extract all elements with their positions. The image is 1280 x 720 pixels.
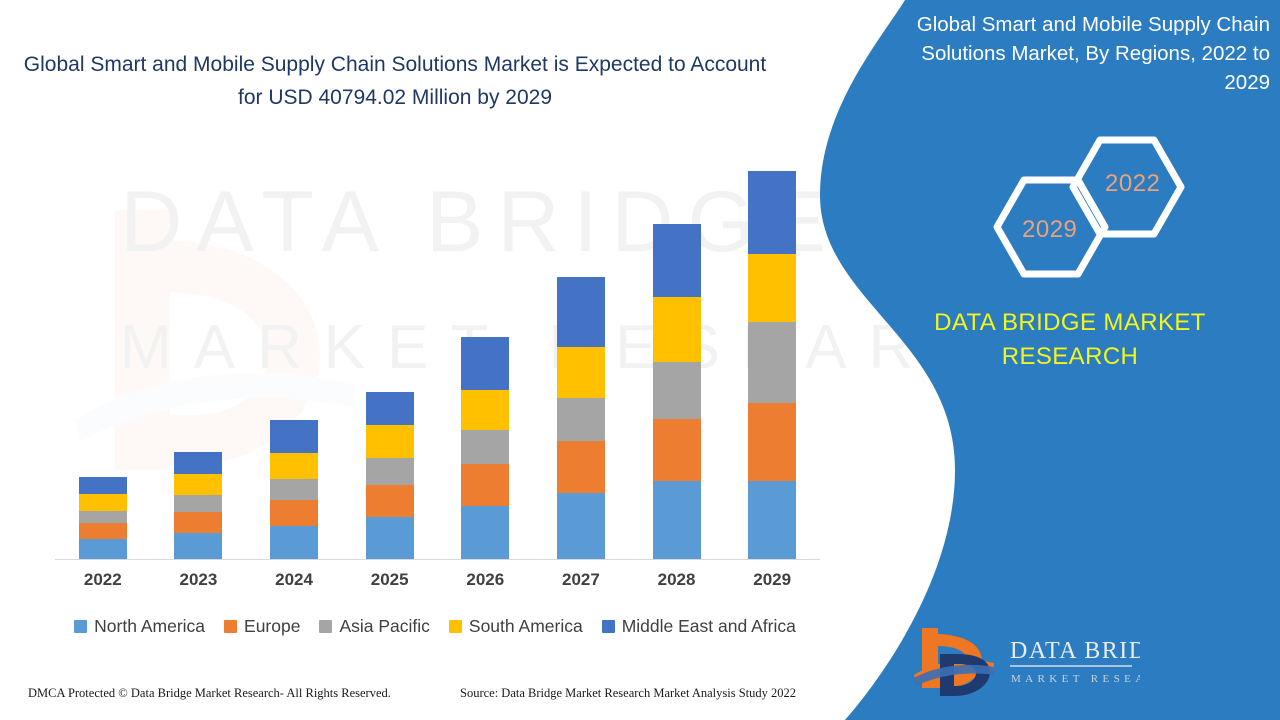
bar-segment bbox=[748, 480, 797, 559]
bar-2026 bbox=[461, 336, 510, 559]
bar-segment bbox=[556, 492, 605, 559]
legend-item-europe[interactable]: Europe bbox=[224, 616, 300, 637]
x-axis-labels: 2022 2023 2024 2025 2026 2027 2028 2029 bbox=[55, 570, 820, 600]
footer-copyright: DMCA Protected © Data Bridge Market Rese… bbox=[28, 686, 391, 700]
bar-segment bbox=[556, 440, 605, 493]
bar-2023 bbox=[174, 451, 223, 559]
bar-segment bbox=[270, 453, 319, 480]
bar-segment bbox=[270, 479, 319, 501]
bar-segment bbox=[748, 253, 797, 322]
bar-segment bbox=[748, 402, 797, 481]
legend-item-asia-pacific[interactable]: Asia Pacific bbox=[319, 616, 430, 637]
hexagon-outlines-icon bbox=[993, 136, 1185, 278]
bar-segment bbox=[652, 296, 701, 363]
legend-swatch-icon bbox=[319, 620, 333, 633]
bar-2028 bbox=[652, 224, 701, 559]
data-bridge-logo-icon: DATA BRIDGE MARKET RESEARCH bbox=[914, 628, 1140, 696]
bar-segment bbox=[461, 389, 510, 431]
bar-segment bbox=[174, 532, 223, 559]
legend-swatch-icon bbox=[448, 620, 462, 633]
bar-segment bbox=[556, 277, 605, 348]
bar-segment bbox=[78, 493, 127, 511]
panel-content: Global Smart and Mobile Supply Chain Sol… bbox=[860, 0, 1280, 720]
bar-segment bbox=[748, 321, 797, 403]
bar-segment bbox=[365, 517, 414, 559]
bar-segment bbox=[270, 526, 319, 559]
logo-wordmark: DATA BRIDGE bbox=[1010, 638, 1140, 664]
legend-item-south-america[interactable]: South America bbox=[448, 616, 583, 637]
hex-label-end-year: 2029 bbox=[1022, 216, 1078, 243]
x-axis-label-2026: 2026 bbox=[466, 570, 505, 589]
bar-segment bbox=[461, 336, 510, 390]
x-axis-label-2027: 2027 bbox=[562, 570, 600, 589]
bar-2025 bbox=[365, 391, 414, 559]
year-hexagons: 2022 2029 bbox=[982, 130, 1202, 295]
brand-name-text: DATA BRIDGE MARKET RESEARCH bbox=[934, 309, 1206, 370]
bar-segment bbox=[748, 170, 797, 254]
bar-chart-plot bbox=[55, 170, 820, 560]
bar-segment bbox=[78, 539, 127, 559]
logo-tagline: MARKET RESEARCH bbox=[1011, 673, 1140, 685]
bar-segment bbox=[461, 464, 510, 507]
x-axis-label-2022: 2022 bbox=[83, 570, 122, 589]
bar-2029 bbox=[748, 170, 797, 559]
bar-segment bbox=[174, 495, 223, 512]
page-title: Global Smart and Mobile Supply Chain Sol… bbox=[23, 53, 767, 109]
bar-segment bbox=[365, 484, 414, 518]
legend-label: South America bbox=[468, 616, 583, 636]
bar-segment bbox=[365, 457, 414, 485]
bar-segment bbox=[78, 510, 127, 524]
x-axis-label-2029: 2029 bbox=[753, 570, 792, 589]
legend-label: Asia Pacific bbox=[339, 616, 430, 636]
legend-label: Middle East and Africa bbox=[621, 616, 796, 636]
x-axis-label-2025: 2025 bbox=[370, 570, 409, 589]
bar-segment bbox=[174, 511, 223, 533]
x-axis-label-2023: 2023 bbox=[179, 570, 218, 589]
legend-item-middle-east-and-africa[interactable]: Middle East and Africa bbox=[601, 616, 796, 637]
bar-segment bbox=[365, 391, 414, 425]
chart-legend: North America Europe Asia Pacific South Ame… bbox=[40, 616, 830, 637]
legend-swatch-icon bbox=[601, 620, 615, 633]
bar-segment bbox=[78, 477, 127, 494]
bar-segment bbox=[270, 420, 319, 454]
bar-segment bbox=[652, 362, 701, 419]
x-axis-label-2028: 2028 bbox=[657, 570, 696, 589]
bar-2027 bbox=[556, 277, 605, 559]
bar-segment bbox=[270, 500, 319, 527]
bar-segment bbox=[556, 398, 605, 441]
bar-segment bbox=[461, 430, 510, 465]
x-axis-label-2024: 2024 bbox=[275, 570, 313, 589]
legend-item-north-america[interactable]: North America bbox=[74, 616, 205, 637]
legend-swatch-icon bbox=[74, 620, 88, 633]
bar-segment bbox=[652, 480, 701, 559]
hex-label-start-year: 2022 bbox=[1105, 170, 1161, 197]
bar-segment bbox=[652, 224, 701, 297]
footer-source: Source: Data Bridge Market Research Mark… bbox=[460, 686, 797, 700]
bar-segment bbox=[652, 418, 701, 481]
legend-swatch-icon bbox=[224, 620, 238, 633]
bar-segment bbox=[365, 424, 414, 458]
bar-segment bbox=[78, 523, 127, 540]
panel-title: Global Smart and Mobile Supply Chain Sol… bbox=[916, 13, 1270, 94]
bar-segment bbox=[174, 473, 223, 496]
bar-2022 bbox=[78, 477, 127, 559]
bar-segment bbox=[556, 347, 605, 399]
bar-2024 bbox=[270, 420, 319, 559]
legend-label: Europe bbox=[244, 616, 301, 636]
x-axis-line bbox=[55, 559, 820, 560]
bar-segment bbox=[174, 451, 223, 474]
legend-label: North America bbox=[94, 616, 206, 636]
bar-segment bbox=[461, 506, 510, 559]
